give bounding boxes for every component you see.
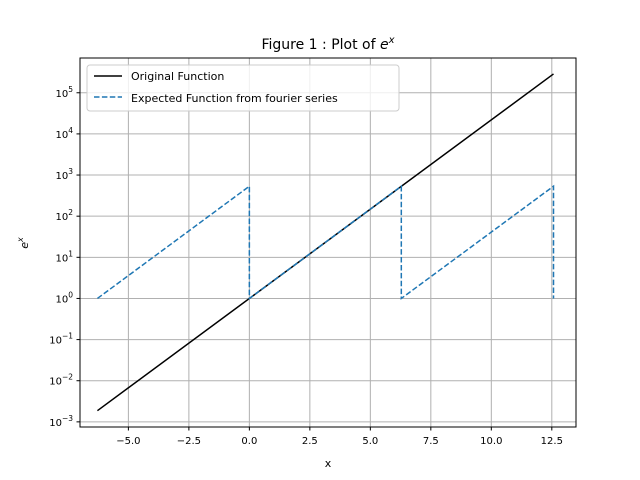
axes-frame [79,57,577,428]
series-line-1 [96,184,555,300]
plot-area [96,73,555,412]
y-tick-label: 10−2 [49,373,73,388]
y-tick-label: 10−3 [49,414,73,429]
x-tick-label: −2.5 [177,436,201,447]
x-axis-label: x [325,457,332,470]
x-tick-label: 7.5 [423,436,439,447]
y-tick-label: 104 [55,126,73,141]
y-axis: 10−3 10−2 10−1 100 101 102 103 104 105 [49,85,80,429]
x-tick-label: 5.0 [362,436,378,447]
chart-title-text: Figure 1 : Plot of [261,37,380,53]
legend: Original Function Expected Function from… [86,64,400,112]
legend-box [86,64,400,112]
chart-title-superscript: x [388,35,395,46]
x-axis: −5.0 −2.5 0.0 2.5 5.0 7.5 10.0 12.5 [116,427,563,447]
x-tick-label: 2.5 [302,436,318,447]
y-axis-label-base: e [18,242,31,249]
x-tick-label: 12.5 [541,436,563,447]
chart-title: Figure 1 : Plot of ex [261,35,394,53]
chart-title-math: e [380,37,389,53]
legend-label-expected: Expected Function from fourier series [131,92,338,105]
y-tick-label: 102 [55,208,73,223]
y-tick-label: 103 [55,167,73,182]
y-tick-label: 10−1 [49,332,73,347]
x-tick-label: 0.0 [241,436,257,447]
grid [80,58,576,427]
y-tick-label: 100 [55,290,73,305]
x-tick-label: 10.0 [480,436,502,447]
y-tick-label: 101 [55,249,73,264]
y-axis-label: ex [16,237,31,249]
x-tick-label: −5.0 [116,436,140,447]
legend-label-original: Original Function [131,70,224,83]
y-axis-label-superscript: x [16,237,25,243]
y-tick-label: 105 [55,85,73,100]
